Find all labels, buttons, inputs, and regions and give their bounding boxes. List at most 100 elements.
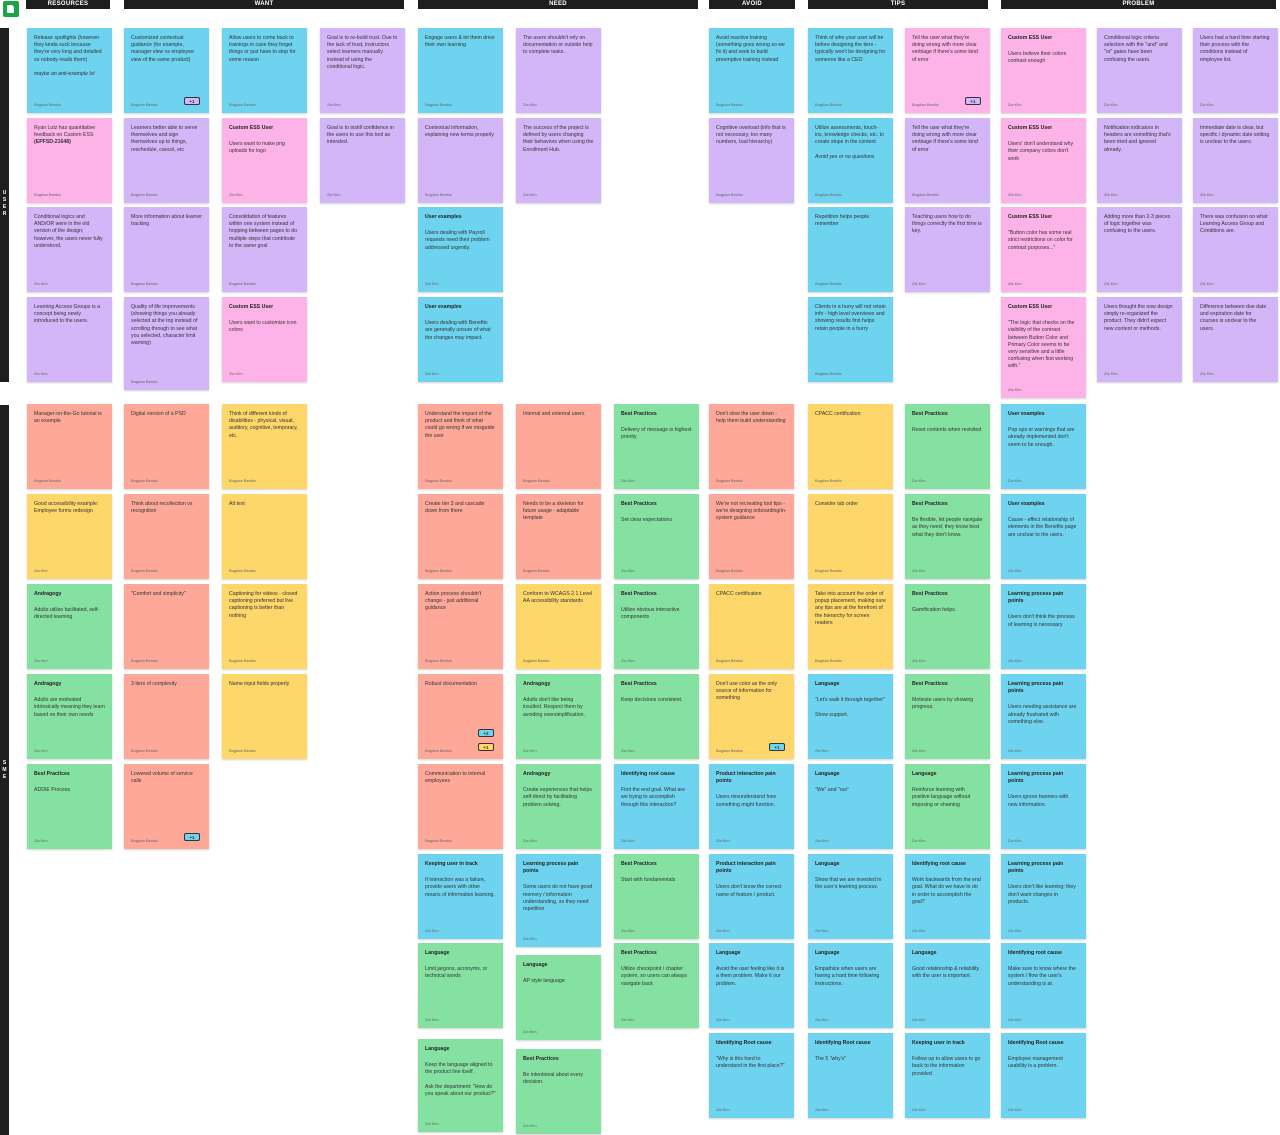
sticky-note[interactable]: User examples Pop ups or warnings that ar…	[1001, 404, 1086, 489]
sticky-note[interactable]: Custom ESS User Users want to make png up…	[222, 118, 307, 203]
sticky-note[interactable]: Best Practices Gamification helps. Zia Kim	[905, 584, 990, 669]
sticky-note[interactable]: Language Keep the language aligned to the…	[418, 1039, 503, 1132]
sticky-note[interactable]: Learning process pain points Users needin…	[1001, 674, 1086, 759]
sticky-note[interactable]: Goal is to instill confidence in the use…	[320, 118, 405, 203]
sticky-note[interactable]: Adding more than 2-3 pieces of logic tog…	[1097, 207, 1182, 292]
sticky-note[interactable]: The users shouldn't rely on documentatio…	[516, 28, 601, 113]
sticky-note[interactable]: Language Empathize when users are having …	[808, 943, 893, 1028]
sticky-note[interactable]: Keeping user in track Follow up to allow …	[905, 1033, 990, 1118]
sticky-note[interactable]: Identifying Root cause Employee managemen…	[1001, 1033, 1086, 1118]
sticky-note[interactable]: Avoid reactive training (something goes …	[709, 28, 794, 113]
vote-badge[interactable]: +1	[184, 97, 200, 105]
sticky-note[interactable]: Difference between due date and expirati…	[1193, 297, 1278, 382]
sticky-note[interactable]: The success of the project is defined by…	[516, 118, 601, 203]
sticky-note[interactable]: Think about recollection vs recognition B…	[124, 494, 209, 579]
sticky-note[interactable]: User examples Cause - effect relationship…	[1001, 494, 1086, 579]
sticky-note[interactable]: Users had a hard time starting their pro…	[1193, 28, 1278, 113]
sticky-note[interactable]: Best Practices Utilize checkpoint / chapt…	[614, 943, 699, 1028]
sticky-note[interactable]: Identifying Root cause "Why is this hard …	[709, 1033, 794, 1118]
sticky-note[interactable]: Good accessibility example: Employee for…	[27, 494, 112, 579]
sticky-note[interactable]: Language "Let's walk it through together"…	[808, 674, 893, 759]
sticky-note[interactable]: Conditional logic criteria selection wit…	[1097, 28, 1182, 113]
sticky-note[interactable]: Language Good relationship & reliability …	[905, 943, 990, 1028]
sticky-note[interactable]: Lowered volume of service calls Bogdan Be…	[124, 764, 209, 849]
sticky-note[interactable]: Learning process pain points Users ignore…	[1001, 764, 1086, 849]
sticky-note[interactable]: Language "We" and "our" Zia Kim	[808, 764, 893, 849]
sticky-note[interactable]: Cognitive overload (info that is not nec…	[709, 118, 794, 203]
sticky-note[interactable]: Release spotlights (however they kinda s…	[27, 28, 112, 113]
sticky-note[interactable]: Take into account the order of popup pla…	[808, 584, 893, 669]
sticky-note[interactable]: Best Practices Start with fundamentals Zia…	[614, 854, 699, 939]
sticky-note[interactable]: More information about learner tracking B…	[124, 207, 209, 292]
sticky-note[interactable]: Understand the impact of the product and…	[418, 404, 503, 489]
sticky-note[interactable]: Learning Access Groups is a concept bein…	[27, 297, 112, 382]
sticky-note[interactable]: Teaching users how to do things correctl…	[905, 207, 990, 292]
sticky-note[interactable]: Custom ESS User Users' don't understand w…	[1001, 118, 1086, 203]
vote-badge[interactable]: +1	[769, 743, 785, 751]
sticky-note[interactable]: CPACC certification Bogdan Benkic	[709, 584, 794, 669]
sticky-note[interactable]: Language Show that we are invested in the…	[808, 854, 893, 939]
sticky-note[interactable]: Allow users to come back to trainings in…	[222, 28, 307, 113]
sticky-note[interactable]: Product interaction pain points Users don…	[709, 854, 794, 939]
sticky-note[interactable]: Ryan Lutz has quantitative feedback on C…	[27, 118, 112, 203]
sticky-note[interactable]: Language Reinforce learning with positive…	[905, 764, 990, 849]
sticky-note[interactable]: Best Practices Motivate users by showing …	[905, 674, 990, 759]
sticky-note[interactable]: Language Limit jargons, acronyms, or tech…	[418, 943, 503, 1028]
sticky-note[interactable]: Andragogy Adults are motivated intrinsica…	[27, 674, 112, 759]
sticky-note[interactable]: Custom ESS User "Button color has some re…	[1001, 207, 1086, 292]
sticky-note[interactable]: Repetition helps people remember Bogdan B…	[808, 207, 893, 292]
sticky-note[interactable]: "Comfort and simplicity" Bogdan Benkic	[124, 584, 209, 669]
sticky-note[interactable]: Conditional logics and AND/OR were in th…	[27, 207, 112, 292]
sticky-note[interactable]: User examples Users dealing with Payroll …	[418, 207, 503, 292]
sticky-note[interactable]: Customized contextual guidance (for exam…	[124, 28, 209, 113]
sticky-note[interactable]: Communication to internal employees Bogda…	[418, 764, 503, 849]
sticky-note[interactable]: Learning process pain points Some users d…	[516, 854, 601, 947]
sticky-note[interactable]: Best Practices Keep decisions consistent.…	[614, 674, 699, 759]
sticky-note[interactable]: Think of different kinds of disabilities…	[222, 404, 307, 489]
sticky-note[interactable]: Digital version of a PSD Bogdan Benkic	[124, 404, 209, 489]
sticky-note[interactable]: Learning process pain points Users don't …	[1001, 854, 1086, 939]
sticky-note[interactable]: Best Practices Set clear expectations Zia …	[614, 494, 699, 579]
sticky-note[interactable]: Manager-on-the-Go tutorial is an example…	[27, 404, 112, 489]
sticky-note[interactable]: Identifying root cause Work backwards fro…	[905, 854, 990, 939]
sticky-note[interactable]: Custom ESS User Users believe their color…	[1001, 28, 1086, 113]
sticky-note[interactable]: Don't slow the user down - help them bui…	[709, 404, 794, 489]
sticky-note[interactable]: CPACC certification Bogdan Benkic	[808, 404, 893, 489]
sticky-note[interactable]: We're not recreating tool tips - we're d…	[709, 494, 794, 579]
sticky-note[interactable]: Language AP style language Zia Kim	[516, 955, 601, 1040]
sticky-note[interactable]: Name input fields properly Bogdan Benkic	[222, 674, 307, 759]
sticky-note[interactable]: Tell the user what they're doing wrong w…	[905, 28, 990, 113]
sticky-note[interactable]: Captioning for videos - closed captionin…	[222, 584, 307, 669]
vote-badge[interactable]: +1	[184, 833, 200, 841]
sticky-note[interactable]: Clients in a hurry will not retain info …	[808, 297, 893, 382]
sticky-note[interactable]: Best Practices Reset contents when revisi…	[905, 404, 990, 489]
sticky-note[interactable]: Utilize assessments, touch-ins, knowledg…	[808, 118, 893, 203]
sticky-note[interactable]: Create tier 3 and cascade down from ther…	[418, 494, 503, 579]
sticky-note[interactable]: Keeping user in track If interaction was …	[418, 854, 503, 939]
vote-badge[interactable]: +2	[478, 729, 494, 737]
sticky-note[interactable]: Alt text Bogdan Benkic	[222, 494, 307, 579]
sticky-note[interactable]: Custom ESS User Users want to customize i…	[222, 297, 307, 382]
sticky-note[interactable]: User examples Users dealing with Benefits…	[418, 297, 503, 382]
sticky-note[interactable]: Andragogy Adults utilize facilitated, sel…	[27, 584, 112, 669]
vote-badge[interactable]: +1	[478, 743, 494, 751]
sticky-note[interactable]: Engage users & let them drive their own …	[418, 28, 503, 113]
sticky-note[interactable]: Learning process pain points Users don't …	[1001, 584, 1086, 669]
sticky-note[interactable]: Best Practices Be flexible, let people na…	[905, 494, 990, 579]
sticky-note[interactable]: Product interaction pain points Users mis…	[709, 764, 794, 849]
sticky-note[interactable]: Action process shouldn't change - just a…	[418, 584, 503, 669]
sticky-note[interactable]: There was confusion on what Learning Acc…	[1193, 207, 1278, 292]
sticky-note[interactable]: Learners better able to serve themselves…	[124, 118, 209, 203]
sticky-note[interactable]: Don't use color as the only source of in…	[709, 674, 794, 759]
sticky-note[interactable]: Notification indicators in headers are s…	[1097, 118, 1182, 203]
sticky-note[interactable]: Needs to be a skeleton for future usage …	[516, 494, 601, 579]
sticky-note[interactable]: Andragogy Adults don't like being insulte…	[516, 674, 601, 759]
sticky-note[interactable]: Best Practices Delivery of message is hig…	[614, 404, 699, 489]
sticky-note[interactable]: Conform to WCAGS 2.1 Level AA accessibil…	[516, 584, 601, 669]
sticky-note[interactable]: Contextual information, explaining new t…	[418, 118, 503, 203]
sticky-note[interactable]: Internal and external users Bogdan Benkic	[516, 404, 601, 489]
sticky-note[interactable]: Andragogy Create experiences that helps s…	[516, 764, 601, 849]
sticky-note[interactable]: Language Avoid the user feeling like it i…	[709, 943, 794, 1028]
sticky-note[interactable]: Tell the user what they're doing wrong w…	[905, 118, 990, 203]
sticky-note[interactable]: Robust documentation Bogdan Benkic +2 +1	[418, 674, 503, 759]
